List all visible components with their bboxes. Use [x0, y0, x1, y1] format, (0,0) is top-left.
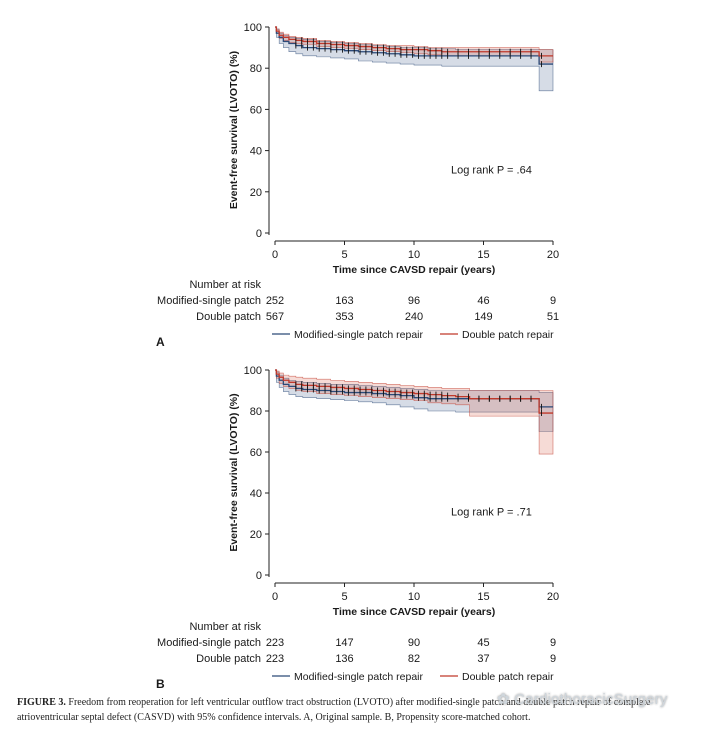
caption-text: Freedom from reoperation for left ventri…: [17, 697, 651, 723]
panel-a-series-line-1: [275, 26, 553, 57]
panel-b-risk-value: 223: [266, 653, 284, 665]
panel-b-risk-value: 82: [408, 653, 420, 665]
panel-b-y-tick-label: 40: [250, 488, 262, 500]
panel-a-y-axis-label: Event-free survival (LVOTO) (%): [228, 51, 240, 209]
panel-a-y-tick-label: 60: [250, 104, 262, 116]
panel-b-risk-value: 90: [408, 637, 420, 649]
panel-b-y-tick-label: 0: [256, 570, 262, 582]
panel-b-y-tick-label: 20: [250, 529, 262, 541]
caption-label: FIGURE 3.: [17, 697, 66, 708]
panel-a-letter: A: [156, 335, 165, 349]
panel-b-risk-value: 37: [477, 653, 489, 665]
panel-b-x-tick-label: 0: [272, 591, 278, 603]
panel-b-x-tick-label: 20: [547, 591, 559, 603]
panel-a-ci-band-0: [275, 26, 554, 92]
panel-b-y-axis-label: Event-free survival (LVOTO) (%): [228, 393, 240, 551]
panel-b-x-tick-label: 5: [341, 591, 347, 603]
panel-b-legend-label-1: Double patch repair: [462, 671, 554, 683]
panel-b-x-tick-label: 10: [408, 591, 420, 603]
panel-a-risk-value: 51: [547, 311, 559, 323]
panel-a-y-tick-label: 80: [250, 63, 262, 75]
figure-caption: FIGURE 3. Freedom from reoperation for l…: [17, 695, 689, 725]
panel-b-risk-row-label: Modified-single patch: [157, 637, 261, 649]
panel-a-x-axis-label: Time since CAVSD repair (years): [333, 264, 495, 276]
panel-a-risk-value: 240: [405, 311, 423, 323]
panel-b-risk-table-title: Number at risk: [189, 621, 261, 633]
panel-a-risk-value: 46: [477, 295, 489, 307]
watermark: ✿ CardiothoracicSurgery: [497, 691, 668, 708]
panel-b-risk-value: 223: [266, 637, 284, 649]
panel-b-risk-value: 9: [550, 637, 556, 649]
panel-b-legend-label-0: Modified-single patch repair: [294, 671, 423, 683]
watermark-text: CardiothoracicSurgery: [514, 691, 668, 708]
panel-a-risk-row-label: Modified-single patch: [157, 295, 261, 307]
panel-b-letter: B: [156, 677, 165, 691]
panel-b-risk-value: 45: [477, 637, 489, 649]
panel-b-risk-row-label: Double patch: [196, 653, 261, 665]
panel-a-y-tick-label: 100: [244, 22, 262, 34]
panel-a-x-tick-label: 10: [408, 249, 420, 261]
panel-a-risk-value: 252: [266, 295, 284, 307]
panel-b-y-tick-label: 60: [250, 447, 262, 459]
panel-a-risk-row-label: Double patch: [196, 311, 261, 323]
panel-a-y-tick-label: 40: [250, 146, 262, 158]
panel-a-logrank-annotation: Log rank P = .64: [451, 164, 532, 176]
panel-b-ci-band-1: [275, 369, 554, 455]
panel-a-legend-label-0: Modified-single patch repair: [294, 329, 423, 341]
panel-a-risk-value: 149: [474, 311, 492, 323]
panel-a-x-tick-label: 20: [547, 249, 559, 261]
panel-b-x-axis-label: Time since CAVSD repair (years): [333, 606, 495, 618]
panel-b-y-tick-label: 80: [250, 406, 262, 418]
panel-a-x-tick-label: 0: [272, 249, 278, 261]
panel-a-risk-table-title: Number at risk: [189, 279, 261, 291]
panel-a-y-tick-label: 20: [250, 187, 262, 199]
panel-b-y-tick-label: 100: [244, 365, 262, 377]
panel-a-risk-value: 353: [335, 311, 353, 323]
panel-a-x-tick-label: 15: [477, 249, 489, 261]
panel-b-x-tick-label: 15: [477, 591, 489, 603]
panel-a-risk-value: 9: [550, 295, 556, 307]
panel-b-risk-value: 9: [550, 653, 556, 665]
panel-a-risk-value: 567: [266, 311, 284, 323]
panel-a-y-tick-label: 0: [256, 228, 262, 240]
panel-b-logrank-annotation: Log rank P = .71: [451, 507, 532, 519]
panel-b-risk-value: 136: [335, 653, 353, 665]
panel-b-series-line-1: [275, 369, 553, 414]
panel-b-risk-value: 147: [335, 637, 353, 649]
panel-a-risk-value: 163: [335, 295, 353, 307]
panel-a-x-tick-label: 5: [341, 249, 347, 261]
panel-a-risk-value: 96: [408, 295, 420, 307]
panel-a-legend-label-1: Double patch repair: [462, 329, 554, 341]
